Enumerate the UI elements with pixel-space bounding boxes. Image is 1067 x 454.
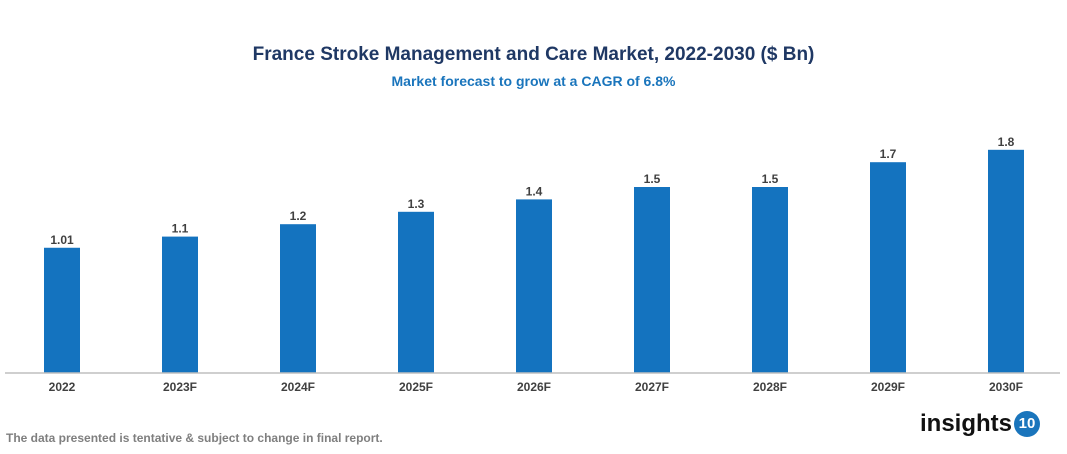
bar-2024F bbox=[280, 224, 316, 373]
data-label: 1.5 bbox=[644, 172, 661, 186]
logo-badge: 10 bbox=[1014, 411, 1041, 437]
x-tick-label: 2024F bbox=[281, 380, 315, 394]
disclaimer-text: The data presented is tentative & subjec… bbox=[6, 431, 383, 445]
data-label: 1.1 bbox=[172, 222, 189, 236]
x-tick-label: 2022 bbox=[49, 380, 76, 394]
bar-2023F bbox=[162, 236, 198, 373]
bar-2028F bbox=[752, 187, 788, 373]
logo-text: insights bbox=[920, 410, 1013, 437]
x-tick-label: 2025F bbox=[399, 380, 433, 394]
x-tick-label: 2027F bbox=[635, 380, 669, 394]
data-label: 1.01 bbox=[50, 233, 74, 247]
x-tick-label: 2028F bbox=[753, 380, 787, 394]
bar-2030F bbox=[988, 149, 1024, 373]
bar-2022 bbox=[44, 247, 80, 373]
bar-chart: 1.01 2022 1.1 2023F 1.2 2024F 1.3 2025F 1.4 2026F… bbox=[5, 135, 1060, 394]
x-tick-label: 2030F bbox=[989, 380, 1023, 394]
chart-title: France Stroke Management and Care Market… bbox=[252, 44, 815, 65]
x-tick-label: 2029F bbox=[871, 380, 905, 394]
insights10-logo: insights 10 bbox=[920, 410, 1041, 438]
data-label: 1.4 bbox=[526, 184, 543, 198]
bar-2027F bbox=[634, 187, 670, 373]
data-label: 1.8 bbox=[998, 135, 1015, 149]
bar-2025F bbox=[398, 211, 434, 373]
data-label: 1.3 bbox=[408, 197, 425, 211]
chart-subtitle: Market forecast to grow at a CAGR of 6.8… bbox=[391, 73, 676, 89]
data-label: 1.2 bbox=[290, 209, 307, 223]
bar-2026F bbox=[516, 199, 552, 373]
bar-2029F bbox=[870, 162, 906, 373]
data-label: 1.5 bbox=[762, 172, 779, 186]
x-tick-label: 2023F bbox=[163, 380, 197, 394]
x-tick-label: 2026F bbox=[517, 380, 551, 394]
data-label: 1.7 bbox=[880, 147, 897, 161]
